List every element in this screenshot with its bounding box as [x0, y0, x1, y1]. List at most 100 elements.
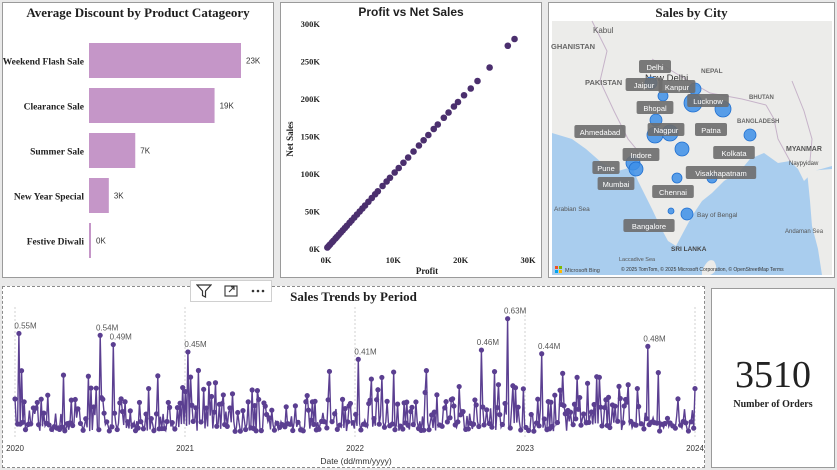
- trend-point[interactable]: [615, 418, 621, 424]
- trend-point[interactable]: [662, 420, 668, 427]
- trend-point[interactable]: [72, 396, 78, 403]
- trend-point[interactable]: [451, 403, 457, 409]
- scatter-point[interactable]: [454, 98, 462, 106]
- trend-point[interactable]: [110, 341, 116, 348]
- trend-point[interactable]: [143, 411, 149, 417]
- trend-point[interactable]: [127, 408, 133, 414]
- trend-point[interactable]: [638, 421, 644, 427]
- trend-point[interactable]: [18, 368, 25, 374]
- scatter-point[interactable]: [415, 142, 423, 149]
- trend-point[interactable]: [431, 409, 437, 415]
- trend-point[interactable]: [655, 370, 661, 376]
- trend-point[interactable]: [337, 422, 343, 428]
- trend-point[interactable]: [35, 422, 42, 428]
- trend-point[interactable]: [185, 349, 191, 355]
- trend-point[interactable]: [201, 386, 207, 392]
- trend-point[interactable]: [353, 411, 359, 418]
- trend-point[interactable]: [290, 427, 296, 434]
- trend-point[interactable]: [528, 411, 534, 418]
- trend-point[interactable]: [153, 411, 160, 417]
- trend-point[interactable]: [195, 367, 202, 374]
- trend-point[interactable]: [80, 427, 86, 433]
- trend-point[interactable]: [242, 426, 249, 433]
- city-bubble[interactable]: [628, 161, 644, 177]
- scatter-point[interactable]: [474, 77, 481, 85]
- trend-point[interactable]: [114, 426, 120, 433]
- trend-point[interactable]: [271, 427, 278, 433]
- scatter-chart-card[interactable]: Profit vs Net Sales 0K 50K 100K 150K 200K 250…: [280, 2, 542, 278]
- trend-point[interactable]: [535, 396, 541, 402]
- trend-point[interactable]: [586, 419, 592, 425]
- trend-point[interactable]: [187, 374, 194, 380]
- trend-point[interactable]: [138, 419, 144, 425]
- trend-point[interactable]: [654, 420, 660, 426]
- trend-point[interactable]: [443, 399, 449, 405]
- discount-bar[interactable]: [89, 43, 241, 78]
- city-map-card[interactable]: Sales by City GHANISTAN Kabul PAKISTAN New …: [548, 2, 835, 278]
- trend-point[interactable]: [570, 422, 576, 428]
- trend-point[interactable]: [68, 397, 74, 403]
- trend-point[interactable]: [539, 351, 545, 357]
- trend-point[interactable]: [151, 428, 157, 434]
- trend-point[interactable]: [130, 422, 136, 428]
- trend-point[interactable]: [106, 428, 112, 434]
- trend-point[interactable]: [295, 419, 301, 425]
- trend-point[interactable]: [584, 380, 591, 386]
- trend-point[interactable]: [172, 426, 178, 432]
- trend-point[interactable]: [531, 428, 537, 434]
- trend-point[interactable]: [182, 388, 188, 395]
- trend-point[interactable]: [88, 385, 94, 391]
- trend-point[interactable]: [541, 416, 547, 422]
- city-bubble[interactable]: [680, 207, 694, 221]
- trend-point[interactable]: [450, 396, 456, 402]
- scatter-point[interactable]: [324, 244, 331, 251]
- scatter-point[interactable]: [420, 136, 427, 144]
- trend-point[interactable]: [100, 396, 106, 402]
- trend-point[interactable]: [305, 407, 312, 413]
- scatter-point[interactable]: [440, 114, 448, 122]
- trend-point[interactable]: [575, 406, 581, 412]
- trend-point[interactable]: [384, 398, 390, 404]
- trend-point[interactable]: [634, 385, 640, 392]
- trend-point[interactable]: [400, 426, 406, 432]
- trend-point[interactable]: [507, 425, 513, 431]
- trend-point[interactable]: [235, 409, 241, 416]
- trend-point[interactable]: [136, 399, 143, 406]
- trend-point[interactable]: [692, 385, 698, 392]
- trend-point[interactable]: [287, 421, 293, 427]
- trend-point[interactable]: [214, 423, 220, 429]
- trend-point[interactable]: [190, 418, 196, 424]
- trend-point[interactable]: [549, 423, 555, 429]
- trend-point[interactable]: [300, 428, 306, 434]
- trend-point[interactable]: [677, 422, 684, 428]
- trend-point[interactable]: [633, 422, 639, 428]
- trend-point[interactable]: [324, 425, 330, 431]
- trend-point[interactable]: [342, 405, 348, 412]
- trend-point[interactable]: [460, 409, 466, 415]
- trend-point[interactable]: [447, 415, 453, 421]
- trend-point[interactable]: [561, 403, 567, 409]
- trend-point[interactable]: [617, 395, 623, 402]
- trend-point[interactable]: [515, 404, 521, 410]
- trend-point[interactable]: [38, 396, 44, 402]
- trend-point[interactable]: [439, 423, 445, 429]
- trend-point[interactable]: [601, 404, 608, 411]
- trend-point[interactable]: [374, 397, 380, 403]
- trend-point[interactable]: [70, 422, 76, 429]
- scatter-point[interactable]: [467, 85, 475, 92]
- trend-point[interactable]: [169, 420, 175, 426]
- trend-point[interactable]: [518, 427, 524, 433]
- trend-point[interactable]: [311, 421, 317, 427]
- scatter-point[interactable]: [400, 159, 407, 167]
- trend-point[interactable]: [683, 420, 689, 426]
- trend-point[interactable]: [118, 396, 124, 402]
- scatter-point[interactable]: [445, 109, 452, 116]
- trend-point[interactable]: [148, 416, 154, 422]
- scatter-point[interactable]: [460, 91, 468, 99]
- trend-point[interactable]: [326, 368, 333, 375]
- trend-point[interactable]: [22, 427, 29, 433]
- trend-point[interactable]: [426, 427, 432, 433]
- discount-bar[interactable]: [89, 178, 109, 213]
- trend-point[interactable]: [675, 396, 681, 402]
- trend-point[interactable]: [408, 408, 414, 415]
